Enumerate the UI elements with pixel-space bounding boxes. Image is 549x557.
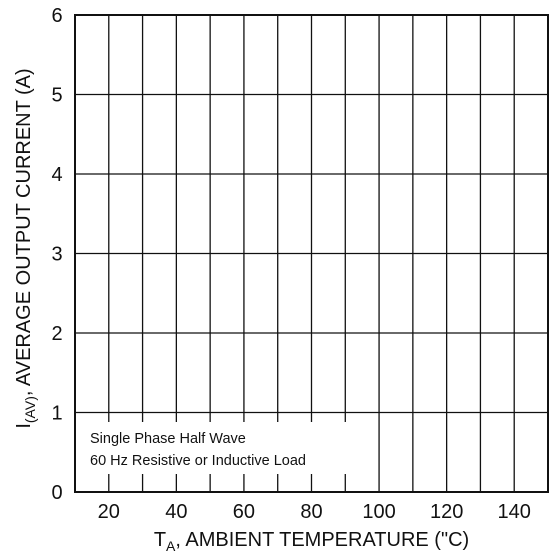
y-tick-label: 1 — [51, 403, 62, 425]
y-tick-label: 5 — [51, 85, 62, 107]
y-tick-label: 2 — [51, 323, 62, 345]
y-axis-title-subscript: (AV) — [22, 396, 38, 423]
grid — [75, 15, 548, 492]
annotation-line-1: Single Phase Half Wave — [90, 431, 246, 447]
x-tick-label: 20 — [98, 501, 120, 523]
x-tick-label: 120 — [430, 501, 463, 523]
x-tick-label: 60 — [233, 501, 255, 523]
x-tick-label: 40 — [165, 501, 187, 523]
y-axis-title-text: , AVERAGE OUTPUT CURRENT (A) — [13, 68, 35, 396]
y-tick-label: 6 — [51, 5, 62, 27]
tick-labels: 20 40 60 80 100 120 140 0 1 2 3 4 5 6 — [51, 5, 530, 523]
x-tick-label: 80 — [300, 501, 322, 523]
x-tick-label: 100 — [362, 501, 395, 523]
x-tick-label: 140 — [498, 501, 531, 523]
annotation-box — [76, 422, 348, 474]
y-tick-label: 3 — [51, 244, 62, 266]
annotation: Single Phase Half Wave 60 Hz Resistive o… — [90, 431, 306, 469]
x-axis-title: TA, AMBIENT TEMPERATURE ("C) — [154, 529, 469, 554]
annotation-line-2: 60 Hz Resistive or Inductive Load — [90, 453, 306, 469]
y-tick-label: 0 — [51, 482, 62, 504]
y-axis-title: I(AV), AVERAGE OUTPUT CURRENT (A) — [13, 68, 38, 428]
x-axis-title-prefix: T — [154, 529, 166, 551]
y-axis-title-prefix: I — [13, 423, 35, 429]
y-tick-label: 4 — [51, 164, 62, 186]
plot-frame — [74, 14, 549, 493]
x-axis-title-text: , AMBIENT TEMPERATURE ("C) — [175, 529, 469, 551]
x-axis-title-subscript: A — [166, 538, 176, 554]
